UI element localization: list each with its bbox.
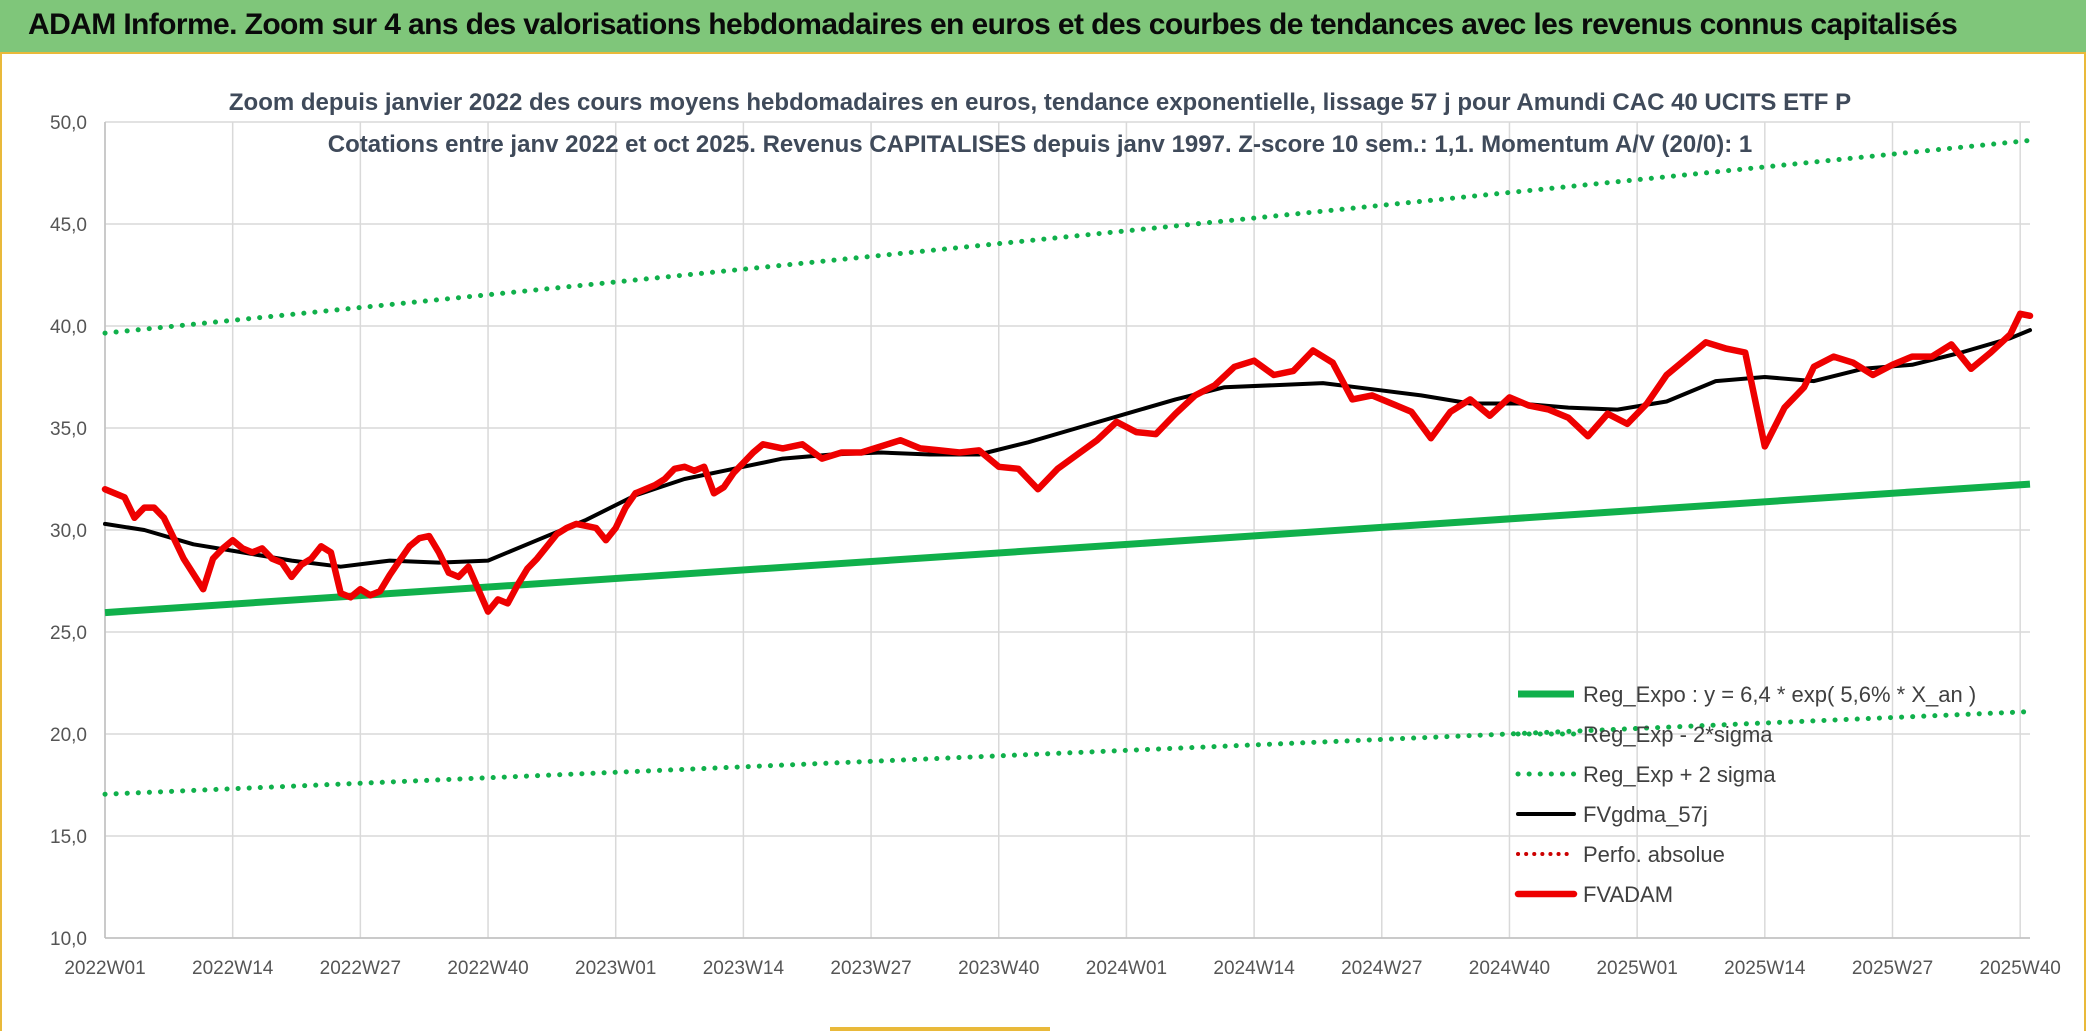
legend-label: Reg_Expo : y = 6,4 * exp( 5,6% * X_an ): [1583, 682, 1976, 707]
legend-label: Reg_Exp - 2*sigma: [1583, 722, 1773, 747]
series-layer: [101, 137, 2034, 797]
x-tick-label: 2023W01: [575, 958, 656, 979]
x-tick-label: 2025W27: [1852, 958, 1933, 979]
legend-label: Reg_Exp + 2 sigma: [1583, 762, 1776, 787]
reg-expo-line: [104, 480, 2031, 617]
x-tick-label: 2023W27: [830, 958, 911, 979]
x-tick-label: 2025W40: [1980, 958, 2061, 979]
y-tick-label: 50,0: [50, 113, 87, 134]
x-tick-label: 2024W40: [1469, 958, 1550, 979]
x-tick-label: 2022W14: [192, 958, 274, 979]
header-banner: ADAM Informe. Zoom sur 4 ans des valoris…: [0, 0, 2086, 54]
x-tick-label: 2025W14: [1724, 958, 1806, 979]
fvgdma-57j-line: [103, 328, 2032, 569]
y-tick-label: 15,0: [50, 827, 87, 848]
y-tick-label: 30,0: [50, 521, 87, 542]
frame-bottom-accent: [830, 1027, 1050, 1031]
reg-exp-plus-2sigma-line: [102, 137, 2033, 336]
x-tick-label: 2024W01: [1086, 958, 1167, 979]
y-tick-label: 20,0: [50, 725, 87, 746]
grid: [104, 121, 2030, 939]
x-tick-label: 2022W27: [320, 958, 401, 979]
x-tick-label: 2024W14: [1213, 958, 1295, 979]
legend-label: Perfo. absolue: [1583, 842, 1725, 867]
y-tick-label: 40,0: [50, 317, 87, 338]
y-tick-label: 10,0: [50, 929, 87, 950]
x-tick-label: 2022W40: [447, 958, 528, 979]
legend-label: FVADAM: [1583, 882, 1673, 907]
y-tick-label: 25,0: [50, 623, 87, 644]
x-tick-label: 2023W40: [958, 958, 1039, 979]
banner-title: ADAM Informe. Zoom sur 4 ans des valoris…: [28, 8, 1958, 41]
legend: Reg_Expo : y = 6,4 * exp( 5,6% * X_an ) R…: [1514, 682, 1976, 907]
chart-title: Zoom depuis janvier 2022 des cours moyen…: [229, 89, 1851, 116]
x-tick-label: 2025W01: [1596, 958, 1677, 979]
x-tick-label: 2022W01: [64, 958, 145, 979]
chart-frame: [0, 54, 2086, 1031]
chart-subtitle: Cotations entre janv 2022 et oct 2025. R…: [328, 131, 1752, 158]
y-tick-label: 45,0: [50, 215, 87, 236]
fvadam-line: [101, 310, 2034, 615]
x-tick-label: 2024W27: [1341, 958, 1422, 979]
x-tick-label: 2023W14: [703, 958, 785, 979]
axes: 10,0 15,0 20,0 25,0 30,0 35,0 40,0 45,0 50,0 2022…: [50, 113, 2061, 979]
reg-exp-minus-2sigma-line: [102, 709, 2033, 797]
legend-label: FVgdma_57j: [1583, 802, 1708, 827]
y-tick-label: 35,0: [50, 419, 87, 440]
